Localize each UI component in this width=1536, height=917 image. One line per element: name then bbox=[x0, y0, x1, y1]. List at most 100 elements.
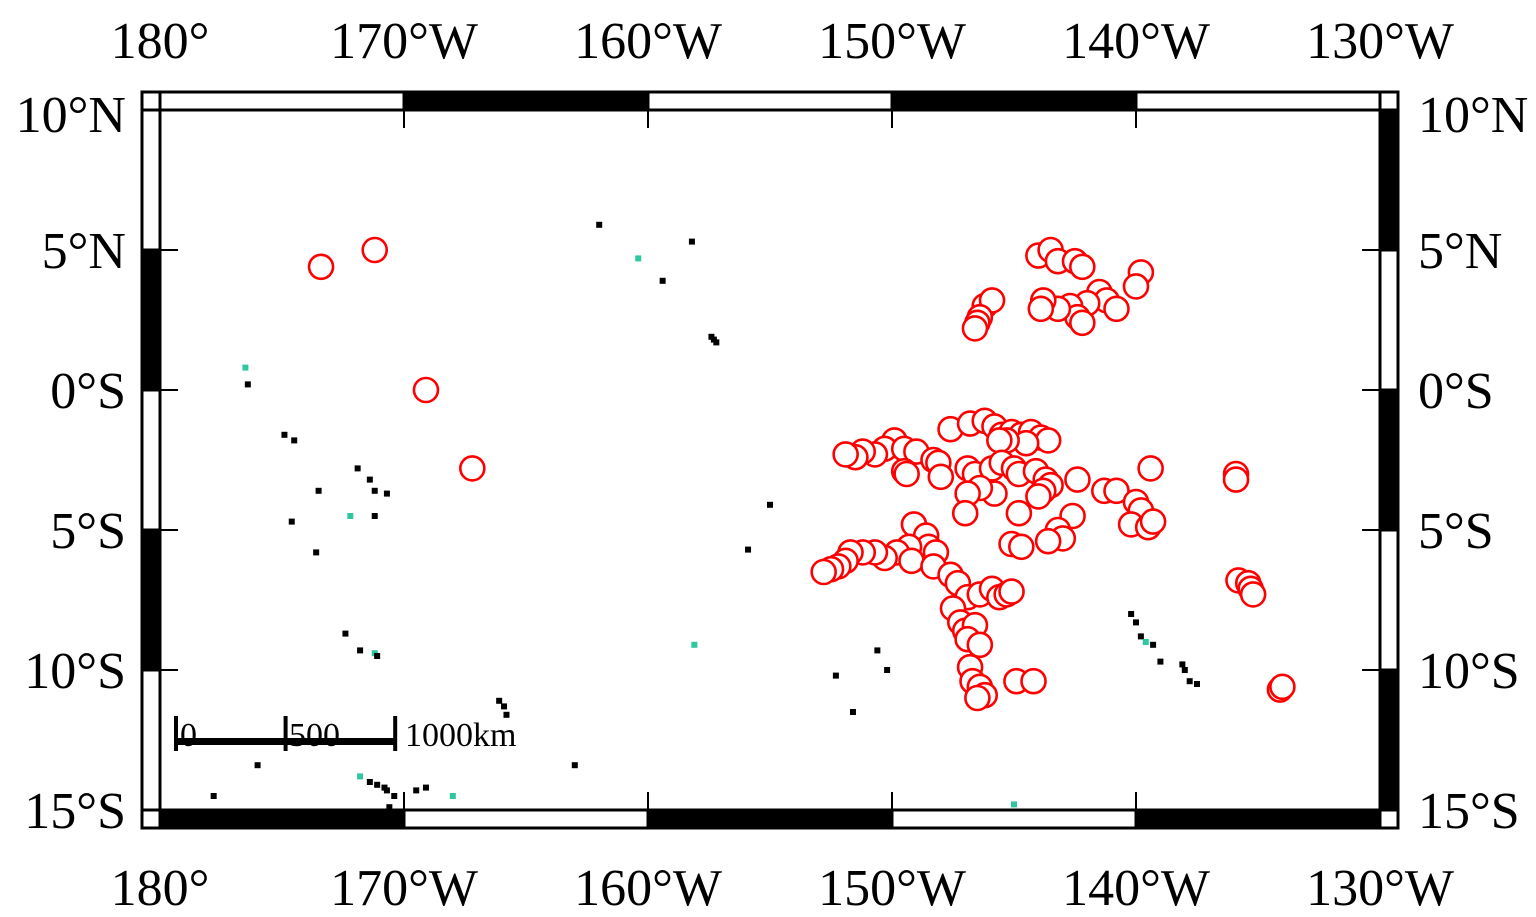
frame-left-segment bbox=[140, 248, 162, 392]
y-tick-label-left: 0°S bbox=[50, 363, 126, 420]
island bbox=[313, 549, 320, 556]
island bbox=[281, 431, 288, 438]
station-marker bbox=[1008, 533, 1035, 561]
island bbox=[244, 381, 251, 388]
plot-border bbox=[158, 108, 1382, 812]
island bbox=[1186, 678, 1193, 685]
frame-corner bbox=[140, 90, 162, 112]
y-tick-label-left: 5°S bbox=[50, 503, 126, 560]
frame-bottom-segment bbox=[646, 808, 894, 830]
station-marker bbox=[966, 631, 994, 659]
y-tick-label-left: 15°S bbox=[24, 783, 126, 840]
frame-right-segment bbox=[1378, 528, 1400, 672]
station-markers bbox=[307, 236, 1296, 712]
island bbox=[413, 787, 420, 794]
station-marker bbox=[1269, 673, 1296, 701]
station-marker bbox=[898, 547, 925, 575]
station-marker bbox=[1034, 527, 1062, 555]
x-tick-label-top: 150°W bbox=[818, 13, 966, 70]
island bbox=[288, 518, 295, 525]
island bbox=[383, 490, 390, 497]
frame-right-segment bbox=[1378, 248, 1400, 392]
x-tick-label-top: 170°W bbox=[330, 13, 478, 70]
frame-top-segment bbox=[1134, 90, 1382, 112]
island bbox=[354, 465, 361, 472]
station-marker bbox=[1122, 273, 1150, 300]
frame-bottom-segment bbox=[1134, 808, 1382, 830]
frame-top-segment bbox=[646, 90, 894, 112]
y-tick-label-right: 10°S bbox=[1418, 643, 1520, 700]
frame-top-segment bbox=[890, 90, 1138, 112]
island bbox=[342, 630, 349, 637]
island bbox=[849, 709, 856, 715]
frame-top-segment bbox=[158, 90, 406, 112]
station-marker bbox=[1020, 667, 1047, 695]
island bbox=[371, 487, 378, 494]
island bbox=[242, 364, 249, 371]
station-marker bbox=[412, 376, 440, 404]
x-tick-label-bottom: 130°W bbox=[1306, 860, 1454, 917]
frame-left-segment bbox=[140, 108, 162, 252]
island bbox=[832, 672, 839, 679]
y-tick-label-right: 0°S bbox=[1418, 363, 1494, 420]
y-tick-label-right: 15°S bbox=[1418, 783, 1520, 840]
scale-label-500: 500 bbox=[289, 717, 340, 754]
y-tick-label-left: 5°N bbox=[42, 223, 126, 280]
frame-left-segment bbox=[140, 668, 162, 812]
island bbox=[635, 255, 642, 262]
station-marker bbox=[1064, 466, 1091, 493]
island bbox=[1157, 658, 1164, 665]
station-marker bbox=[1069, 253, 1096, 281]
island bbox=[291, 437, 298, 444]
station-marker bbox=[998, 578, 1025, 605]
station-marker bbox=[964, 684, 991, 712]
station-marker bbox=[1034, 427, 1062, 454]
station-marker bbox=[832, 441, 859, 468]
station-marker bbox=[361, 236, 389, 264]
island bbox=[659, 277, 666, 284]
island bbox=[391, 793, 398, 799]
x-tick-label-top: 130°W bbox=[1306, 13, 1454, 70]
station-marker bbox=[951, 499, 979, 527]
island bbox=[357, 773, 364, 780]
station-marker bbox=[1137, 455, 1164, 482]
x-tick-label-bottom: 180° bbox=[111, 860, 210, 917]
station-marker bbox=[307, 253, 335, 281]
y-tick-label-right: 5°N bbox=[1418, 223, 1502, 280]
x-tick-label-bottom: 160°W bbox=[574, 860, 722, 917]
island bbox=[383, 787, 390, 794]
station-marker bbox=[1103, 477, 1130, 505]
island bbox=[745, 546, 752, 553]
frame-corner bbox=[1378, 808, 1400, 830]
island bbox=[210, 793, 217, 799]
island bbox=[503, 711, 510, 718]
station-marker bbox=[927, 463, 955, 491]
frame-bottom-segment bbox=[890, 808, 1138, 830]
x-tick-label-top: 180° bbox=[111, 13, 210, 70]
island bbox=[1137, 633, 1144, 640]
station-marker bbox=[459, 455, 486, 482]
station-marker bbox=[986, 427, 1013, 454]
island bbox=[688, 238, 695, 245]
island bbox=[347, 513, 354, 519]
x-tick-label-bottom: 170°W bbox=[330, 860, 478, 917]
island bbox=[571, 762, 578, 769]
island bbox=[366, 476, 373, 483]
station-marker bbox=[893, 460, 920, 488]
station-marker bbox=[1025, 483, 1052, 510]
scale-label-1000km: 1000km bbox=[405, 717, 516, 754]
island bbox=[1179, 661, 1186, 668]
station-marker bbox=[810, 558, 837, 586]
land-features bbox=[210, 221, 1200, 811]
island bbox=[374, 781, 381, 788]
station-marker bbox=[1139, 508, 1167, 535]
station-marker bbox=[1222, 466, 1250, 493]
x-tick-label-bottom: 140°W bbox=[1062, 860, 1210, 917]
frame-right-segment bbox=[1378, 108, 1400, 252]
frame-bottom-segment bbox=[402, 808, 650, 830]
y-tick-label-right: 5°S bbox=[1418, 503, 1494, 560]
island bbox=[501, 703, 508, 710]
island bbox=[449, 793, 456, 799]
frame-top-segment bbox=[402, 90, 650, 112]
